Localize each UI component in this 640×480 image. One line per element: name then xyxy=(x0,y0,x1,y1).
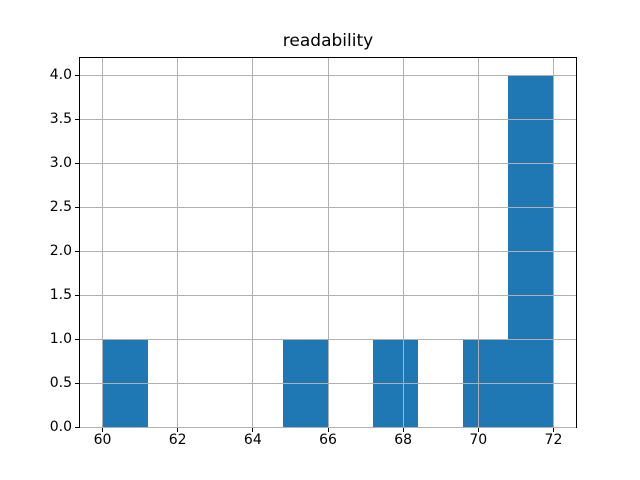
x-tick-label: 66 xyxy=(319,432,337,449)
gridline-horizontal xyxy=(80,382,576,384)
gridline-horizontal xyxy=(80,74,576,76)
x-tick-mark xyxy=(477,428,479,433)
y-tick-label: 2.5 xyxy=(49,199,72,216)
x-tick-label: 68 xyxy=(394,432,413,449)
x-tick-mark xyxy=(327,428,329,433)
x-tick-mark xyxy=(252,428,254,433)
gridline-vertical xyxy=(477,57,479,428)
plot-area xyxy=(79,56,577,429)
grid-layer xyxy=(80,57,576,428)
y-tick-mark xyxy=(75,426,79,428)
gridline-horizontal xyxy=(80,250,576,252)
y-tick-label: 3.0 xyxy=(49,155,72,172)
x-tick-mark xyxy=(177,428,179,433)
x-tick-label: 64 xyxy=(243,432,262,449)
gridline-vertical xyxy=(552,57,554,428)
y-tick-label: 1.5 xyxy=(49,287,72,304)
gridline-horizontal xyxy=(80,426,576,428)
y-tick-mark xyxy=(75,118,79,120)
y-tick-label: 0.0 xyxy=(49,419,72,436)
y-tick-label: 2.0 xyxy=(49,243,72,260)
gridline-horizontal xyxy=(80,118,576,120)
y-tick-mark xyxy=(75,206,79,208)
y-tick-mark xyxy=(75,294,79,296)
y-tick-label: 0.5 xyxy=(49,375,72,392)
gridline-vertical xyxy=(102,57,104,428)
y-tick-label: 4.0 xyxy=(49,67,72,84)
y-tick-label: 3.5 xyxy=(49,111,72,128)
gridline-horizontal xyxy=(80,338,576,340)
y-tick-label: 1.0 xyxy=(49,331,72,348)
gridline-vertical xyxy=(252,57,254,428)
y-tick-mark xyxy=(75,338,79,340)
gridline-vertical xyxy=(402,57,404,428)
x-tick-label: 62 xyxy=(168,432,187,449)
x-tick-label: 70 xyxy=(469,432,488,449)
y-tick-mark xyxy=(75,74,79,76)
gridline-vertical xyxy=(327,57,329,428)
gridline-horizontal xyxy=(80,206,576,208)
y-tick-mark xyxy=(75,250,79,252)
y-tick-mark xyxy=(75,382,79,384)
chart-title: readability xyxy=(282,31,374,51)
y-tick-mark xyxy=(75,162,79,164)
x-tick-mark xyxy=(402,428,404,433)
gridline-vertical xyxy=(177,57,179,428)
x-tick-mark xyxy=(102,428,104,433)
gridline-horizontal xyxy=(80,294,576,296)
gridline-horizontal xyxy=(80,162,576,164)
x-tick-label: 60 xyxy=(93,432,112,449)
x-tick-label: 72 xyxy=(544,432,563,449)
x-tick-mark xyxy=(552,428,554,433)
